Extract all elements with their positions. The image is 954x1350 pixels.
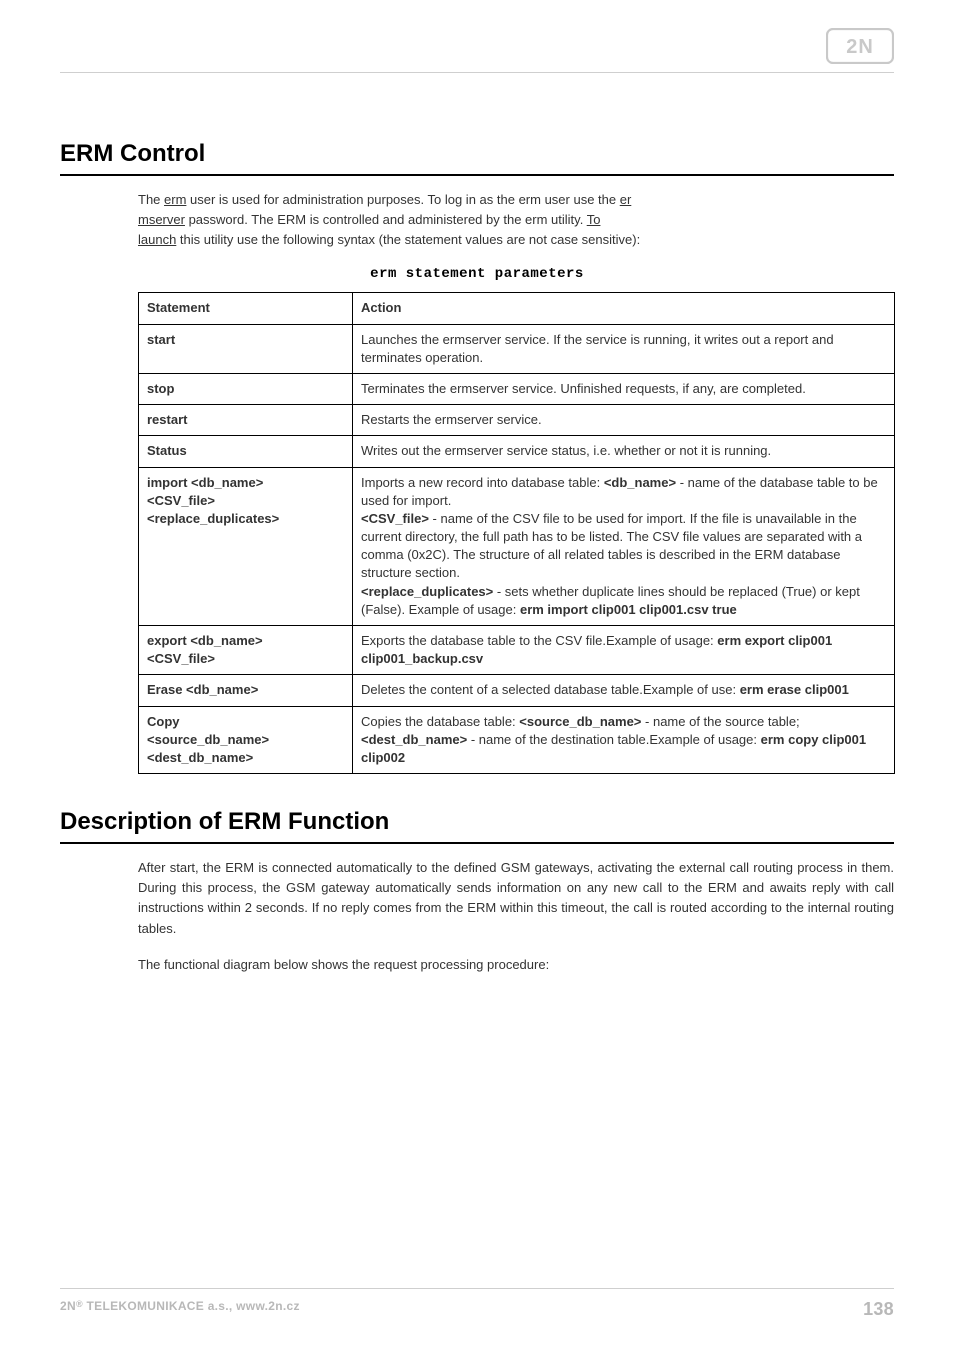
- text: <replace_duplicates>: [147, 511, 279, 526]
- text: export <db_name>: [147, 633, 263, 648]
- action-cell: Writes out the ermserver service status,…: [353, 436, 895, 467]
- table-row: import <db_name> <CSV_file> <replace_dup…: [139, 467, 895, 626]
- text: password. The ERM is controlled and admi…: [185, 212, 587, 227]
- logo-2n-icon: 2N: [826, 28, 894, 64]
- text: <dest_db_name>: [147, 750, 253, 765]
- stmt-cell: Copy <source_db_name> <dest_db_name>: [139, 706, 353, 774]
- table-caption: erm statement parameters: [60, 266, 894, 282]
- text: import <db_name>: [147, 475, 263, 490]
- text-underline: erm: [164, 192, 186, 207]
- table-row: export <db_name> <CSV_file> Exports the …: [139, 626, 895, 675]
- col-header-action: Action: [353, 293, 895, 324]
- text-underline: mserver: [138, 212, 185, 227]
- text: Imports a new record into database table…: [361, 475, 604, 490]
- svg-text:2N: 2N: [846, 36, 874, 58]
- section-title-erm-control: ERM Control: [60, 140, 894, 168]
- text: Deletes the content of a selected databa…: [361, 682, 740, 697]
- stmt-cell: stop: [139, 373, 353, 404]
- table-row: Copy <source_db_name> <dest_db_name> Cop…: [139, 706, 895, 774]
- text-bold: <replace_duplicates>: [361, 584, 493, 599]
- stmt-cell: Erase <db_name>: [139, 675, 353, 706]
- text-underline: er: [620, 192, 632, 207]
- stmt-cell: import <db_name> <CSV_file> <replace_dup…: [139, 467, 353, 626]
- section-title-description: Description of ERM Function: [60, 808, 894, 836]
- text-underline: To: [587, 212, 601, 227]
- action-cell: Launches the ermserver service. If the s…: [353, 324, 895, 373]
- section-rule: [60, 842, 894, 844]
- section-rule: [60, 174, 894, 176]
- text: this utility use the following syntax (t…: [176, 232, 640, 247]
- stmt-cell: restart: [139, 405, 353, 436]
- brand-logo: 2N: [826, 28, 894, 64]
- text: The: [138, 192, 164, 207]
- erm-statements-table: Statement Action start Launches the erms…: [138, 292, 895, 774]
- text: Copy: [147, 714, 180, 729]
- text: - name of the destination table.Example …: [467, 732, 760, 747]
- table-row: restart Restarts the ermserver service.: [139, 405, 895, 436]
- text: user is used for administration purposes…: [186, 192, 619, 207]
- text-bold: <source_db_name>: [519, 714, 641, 729]
- text-bold: erm import clip001 clip001.csv true: [520, 602, 737, 617]
- page-number: 138: [863, 1299, 894, 1320]
- text: TELEKOMUNIKACE a.s., www.2n.cz: [83, 1299, 300, 1313]
- header-divider: [60, 72, 894, 73]
- text: Exports the database table to the CSV fi…: [361, 633, 717, 648]
- text: - name of the source table;: [641, 714, 799, 729]
- action-cell: Imports a new record into database table…: [353, 467, 895, 626]
- erm-control-intro: The erm user is used for administration …: [60, 190, 894, 250]
- text: <CSV_file>: [147, 493, 215, 508]
- text: - name of the CSV file to be used for im…: [361, 511, 862, 581]
- table-row: Statement Action: [139, 293, 895, 324]
- stmt-cell: Status: [139, 436, 353, 467]
- stmt-cell: start: [139, 324, 353, 373]
- action-cell: Copies the database table: <source_db_na…: [353, 706, 895, 774]
- text-bold: <CSV_file>: [361, 511, 429, 526]
- text-bold: <dest_db_name>: [361, 732, 467, 747]
- text: <CSV_file>: [147, 651, 215, 666]
- footer-left: 2N® TELEKOMUNIKACE a.s., www.2n.cz: [60, 1299, 300, 1320]
- description-para-2: The functional diagram below shows the r…: [60, 955, 894, 975]
- text-underline: launch: [138, 232, 176, 247]
- text: 2N: [60, 1299, 76, 1313]
- table-row: Status Writes out the ermserver service …: [139, 436, 895, 467]
- description-para-1: After start, the ERM is connected automa…: [60, 858, 894, 939]
- col-header-statement: Statement: [139, 293, 353, 324]
- text: Copies the database table:: [361, 714, 519, 729]
- stmt-cell: export <db_name> <CSV_file>: [139, 626, 353, 675]
- action-cell: Deletes the content of a selected databa…: [353, 675, 895, 706]
- text-bold: erm erase clip001: [740, 682, 849, 697]
- table-row: start Launches the ermserver service. If…: [139, 324, 895, 373]
- table-row: stop Terminates the ermserver service. U…: [139, 373, 895, 404]
- text: <source_db_name>: [147, 732, 269, 747]
- action-cell: Terminates the ermserver service. Unfini…: [353, 373, 895, 404]
- action-cell: Restarts the ermserver service.: [353, 405, 895, 436]
- text-sup: ®: [76, 1299, 83, 1309]
- page-footer: 2N® TELEKOMUNIKACE a.s., www.2n.cz 138: [60, 1288, 894, 1320]
- table-row: Erase <db_name> Deletes the content of a…: [139, 675, 895, 706]
- text-bold: <db_name>: [604, 475, 676, 490]
- action-cell: Exports the database table to the CSV fi…: [353, 626, 895, 675]
